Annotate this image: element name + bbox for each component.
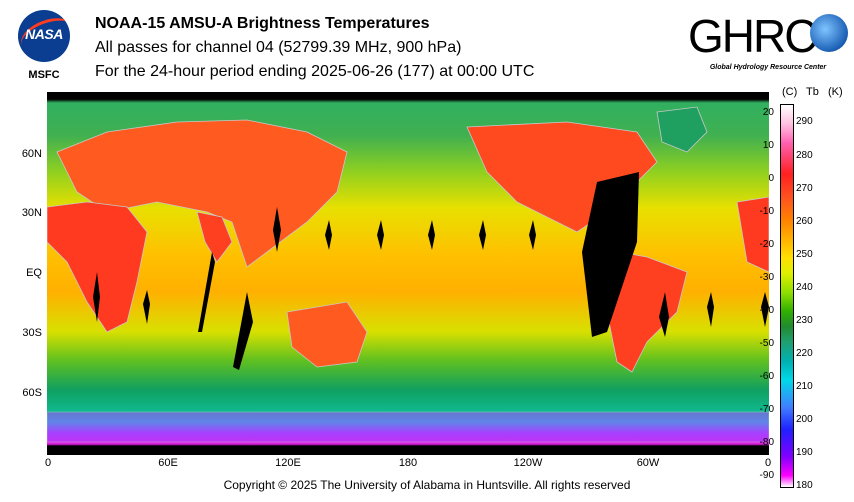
colorbar-tick-c: -80 bbox=[759, 437, 774, 448]
colorbar-tick-k: 240 bbox=[796, 282, 813, 293]
colorbar-tick-k: 290 bbox=[796, 116, 813, 127]
colorbar-tick-c: -50 bbox=[759, 338, 774, 349]
lon-label: 120E bbox=[275, 457, 301, 469]
colorbar-tick-c: -60 bbox=[759, 371, 774, 382]
colorbar-tick-k: 280 bbox=[796, 150, 813, 161]
colorbar-tick-c: 10 bbox=[762, 140, 774, 151]
colorbar-unit-c: (C) bbox=[782, 86, 798, 98]
gap-swath bbox=[428, 220, 435, 250]
arabia bbox=[196, 211, 233, 263]
antarctica bbox=[47, 411, 769, 443]
lon-label: 120W bbox=[513, 457, 543, 469]
colorbar-tick-k: 180 bbox=[796, 480, 813, 491]
colorbar-tick-k: 260 bbox=[796, 216, 813, 227]
colorbar-tick-c: -10 bbox=[759, 206, 774, 217]
lat-label: 60N bbox=[21, 148, 42, 160]
brightness-temperature-map bbox=[47, 92, 769, 455]
gap-swath bbox=[479, 220, 486, 250]
colorbar-tick-c: 20 bbox=[762, 107, 774, 118]
globe-icon bbox=[810, 14, 848, 52]
colorbar-tick-c: -70 bbox=[759, 404, 774, 415]
gap-swath bbox=[325, 220, 332, 250]
colorbar-tick-c: -90 bbox=[759, 470, 774, 481]
africa bbox=[47, 201, 148, 333]
map-svg bbox=[47, 92, 769, 455]
gap-swath bbox=[707, 292, 714, 327]
lat-label: 30S bbox=[22, 327, 42, 339]
colorbar-variable: Tb bbox=[806, 86, 819, 98]
lon-label: 60E bbox=[158, 457, 178, 469]
ghrc-wordmark: GHRC bbox=[688, 10, 817, 62]
colorbar-tick-c: -40 bbox=[759, 305, 774, 316]
colorbar-tick-k: 230 bbox=[796, 315, 813, 326]
nasa-logo: NASA MSFC bbox=[12, 8, 76, 86]
gap-swath bbox=[93, 272, 100, 322]
gap-swath bbox=[659, 292, 669, 337]
greenland bbox=[656, 106, 708, 153]
gap-wide-swath bbox=[582, 172, 639, 337]
colorbar-tick-c: -30 bbox=[759, 272, 774, 283]
lat-label: 30N bbox=[21, 207, 42, 219]
australia bbox=[286, 301, 368, 368]
lon-label: 60W bbox=[636, 457, 660, 469]
gap-swath bbox=[529, 220, 536, 250]
ghrc-subtitle: Global Hydrology Resource Center bbox=[709, 64, 827, 71]
colorbar-tick-k: 250 bbox=[796, 249, 813, 260]
lat-label: 60S bbox=[22, 387, 42, 399]
lon-label: 0 bbox=[764, 457, 772, 469]
colorbar-tick-c: -20 bbox=[759, 239, 774, 250]
africa-east-edge bbox=[736, 196, 769, 273]
colorbar bbox=[780, 104, 794, 488]
lat-label: EQ bbox=[26, 267, 42, 279]
colorbar-tick-k: 270 bbox=[796, 183, 813, 194]
colorbar-unit-k: (K) bbox=[828, 86, 843, 98]
gap-swath bbox=[233, 292, 253, 370]
gap-swath bbox=[377, 220, 384, 250]
gap-swath bbox=[761, 292, 769, 327]
colorbar-tick-k: 220 bbox=[796, 348, 813, 359]
ghrc-logo: GHRC Global Hydrology Resource Center bbox=[688, 10, 850, 80]
copyright-text: Copyright © 2025 The University of Alaba… bbox=[223, 478, 631, 492]
colorbar-tick-k: 190 bbox=[796, 447, 813, 458]
gap-swath bbox=[273, 207, 281, 252]
page-subtitle: All passes for channel 04 (52799.39 MHz,… bbox=[95, 39, 462, 56]
colorbar-tick-k: 210 bbox=[796, 381, 813, 392]
nasa-wordmark: NASA bbox=[25, 26, 63, 42]
data-gaps bbox=[93, 172, 769, 370]
gap-swath bbox=[143, 290, 150, 324]
nasa-meatball-icon: NASA bbox=[18, 10, 70, 62]
lon-label: 180 bbox=[398, 457, 418, 469]
page-title: NOAA-15 AMSU-A Brightness Temperatures bbox=[95, 15, 430, 32]
period-text: For the 24-hour period ending 2025-06-26… bbox=[95, 63, 535, 80]
lon-label: 0 bbox=[44, 457, 52, 469]
msfc-label: MSFC bbox=[28, 69, 60, 81]
gap-swath bbox=[198, 252, 215, 332]
title-block: NOAA-15 AMSU-A Brightness Temperatures A… bbox=[95, 12, 534, 84]
colorbar-tick-k: 200 bbox=[796, 414, 813, 425]
colorbar-tick-c: 0 bbox=[768, 173, 774, 184]
